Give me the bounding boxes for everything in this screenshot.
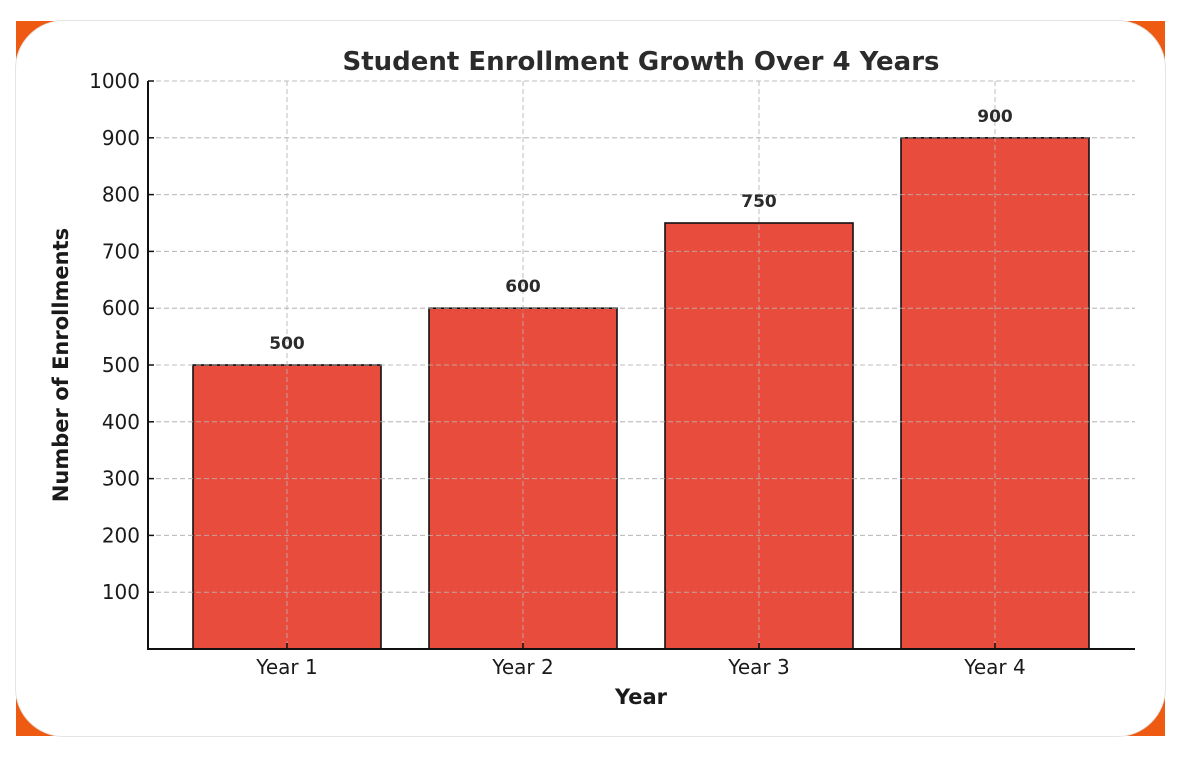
y-tick-label: 400 [102, 410, 140, 434]
y-tick-label: 600 [102, 296, 140, 320]
value-label: 750 [741, 192, 777, 212]
y-tick-label: 300 [102, 467, 140, 491]
x-axis-label: Year [614, 685, 668, 709]
value-label: 600 [505, 277, 541, 297]
y-tick-label: 500 [102, 353, 140, 377]
y-tick-label: 800 [102, 183, 140, 207]
y-tick-label: 900 [102, 126, 140, 150]
bars [192, 137, 1090, 650]
grid-lines-overlay [148, 80, 1135, 649]
y-axis-label: Number of Enrollments [49, 228, 73, 502]
y-tick-label: 700 [102, 239, 140, 263]
x-tick-label: Year 2 [491, 655, 553, 679]
x-tick-label: Year 3 [727, 655, 789, 679]
y-tick-label: 1000 [89, 69, 140, 93]
value-labels: 500 600 750 900 [269, 107, 1013, 354]
value-label: 900 [977, 107, 1013, 127]
x-tick-label: Year 4 [963, 655, 1025, 679]
x-axis-ticks: Year 1 Year 2 Year 3 Year 4 [255, 643, 1026, 679]
y-tick-label: 100 [102, 580, 140, 604]
x-tick-label: Year 1 [255, 655, 317, 679]
y-axis-ticks: 100 200 300 400 500 600 700 800 900 1000 [89, 69, 154, 604]
y-tick-label: 200 [102, 523, 140, 547]
value-label: 500 [269, 334, 305, 354]
chart-title: Student Enrollment Growth Over 4 Years [342, 47, 939, 77]
